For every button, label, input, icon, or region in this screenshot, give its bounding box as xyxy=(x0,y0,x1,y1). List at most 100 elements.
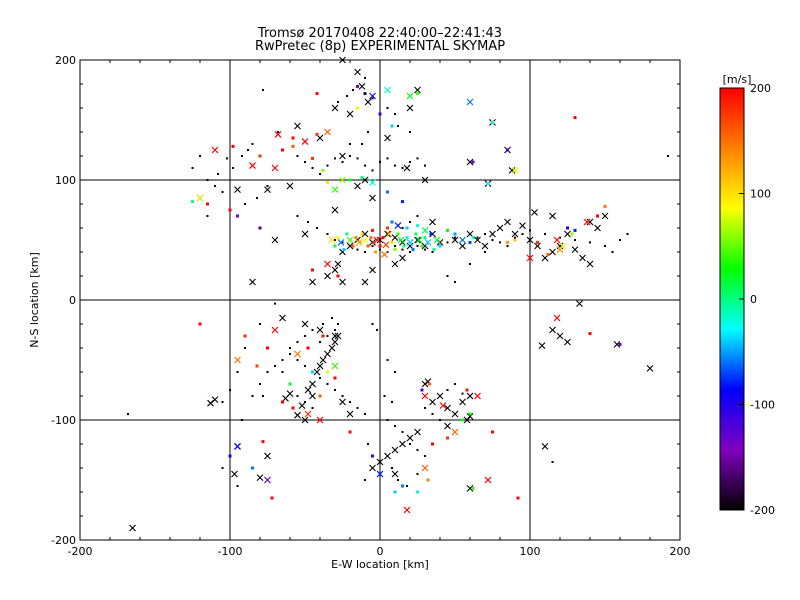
cross-point xyxy=(459,398,466,406)
cross-point xyxy=(207,399,214,407)
dot-point xyxy=(409,251,411,253)
velocity-cross-point xyxy=(316,416,324,424)
dot-point xyxy=(304,401,306,403)
cross-point xyxy=(496,224,504,232)
dot-point xyxy=(326,383,329,385)
cross-point xyxy=(531,209,538,216)
velocity-dot-point xyxy=(321,168,325,172)
velocity-cross-point xyxy=(381,250,388,258)
colorbar-label: [m/s] xyxy=(723,73,752,86)
velocity-cross-point xyxy=(421,464,429,472)
cross-point xyxy=(331,266,339,274)
dot-point xyxy=(316,227,318,229)
velocity-cross-point xyxy=(234,442,241,450)
velocity-dot-point xyxy=(261,440,265,444)
cross-point xyxy=(549,212,556,220)
cross-point xyxy=(271,236,279,244)
x-tick-label: 200 xyxy=(670,545,691,558)
dot-point xyxy=(521,233,524,235)
dot-point xyxy=(296,215,299,217)
velocity-dot-point xyxy=(360,176,364,180)
velocity-dot-point xyxy=(516,496,520,500)
velocity-dot-point xyxy=(360,232,364,236)
velocity-dot-point xyxy=(231,144,235,148)
cross-point xyxy=(414,236,421,244)
dot-point xyxy=(431,413,434,415)
cross-point xyxy=(211,396,219,403)
dot-point xyxy=(461,392,464,395)
velocity-cross-point xyxy=(328,236,336,244)
velocity-cross-point xyxy=(271,164,279,172)
cross-point xyxy=(444,422,451,430)
dot-point xyxy=(394,425,396,427)
dot-point xyxy=(304,161,306,163)
dot-point xyxy=(241,155,243,157)
velocity-dot-point xyxy=(333,244,337,248)
velocity-dot-point xyxy=(371,228,374,232)
velocity-dot-point xyxy=(393,248,397,252)
cross-point xyxy=(313,368,321,376)
dot-point xyxy=(127,413,129,415)
velocity-cross-point xyxy=(583,218,591,226)
cross-point xyxy=(286,182,294,190)
colorbar-tick-label: 200 xyxy=(750,82,771,95)
cross-point xyxy=(264,452,271,460)
cross-point xyxy=(331,104,339,112)
velocity-cross-point xyxy=(459,236,466,244)
dot-point xyxy=(386,419,389,421)
velocity-dot-point xyxy=(356,84,359,88)
cross-point xyxy=(526,236,534,244)
dot-point xyxy=(296,155,299,157)
dot-point xyxy=(337,101,339,103)
dot-point xyxy=(364,479,366,481)
colorbar-tick-label: 100 xyxy=(750,188,771,201)
colorbar-tick-label: -200 xyxy=(750,504,775,517)
dot-point xyxy=(391,467,393,469)
dot-point xyxy=(514,236,516,239)
velocity-cross-point xyxy=(526,254,534,262)
velocity-cross-point xyxy=(451,428,459,436)
dot-point xyxy=(484,233,486,235)
velocity-cross-point xyxy=(346,236,354,244)
dot-point xyxy=(424,164,426,167)
velocity-cross-point xyxy=(376,470,384,478)
velocity-cross-point xyxy=(421,392,429,400)
velocity-dot-point xyxy=(401,200,404,204)
velocity-dot-point xyxy=(461,418,464,422)
cross-point xyxy=(534,242,541,250)
velocity-dot-point xyxy=(378,244,382,248)
cross-point xyxy=(586,218,594,226)
velocity-dot-point xyxy=(336,274,340,278)
dot-point xyxy=(334,389,336,391)
velocity-dot-point xyxy=(348,430,352,434)
y-tick-label: 0 xyxy=(69,294,76,307)
dot-point xyxy=(349,401,351,403)
velocity-dot-point xyxy=(291,406,295,410)
cross-point xyxy=(339,152,346,160)
dot-point xyxy=(319,341,321,343)
velocity-cross-point xyxy=(249,162,256,170)
cross-point xyxy=(406,434,414,442)
velocity-dot-point xyxy=(468,240,472,244)
dot-point xyxy=(221,401,224,403)
dot-point xyxy=(311,329,314,331)
cross-point xyxy=(541,254,549,262)
velocity-cross-point xyxy=(324,128,331,136)
cross-point xyxy=(264,186,271,193)
cross-point xyxy=(316,326,324,334)
dot-point xyxy=(266,371,269,373)
dot-point xyxy=(191,167,194,169)
cross-point xyxy=(481,242,489,250)
cross-point xyxy=(339,56,346,64)
cross-point xyxy=(556,332,564,340)
velocity-cross-point xyxy=(433,236,441,244)
dot-point xyxy=(376,329,378,331)
x-tick-label: 0 xyxy=(377,545,384,558)
velocity-dot-point xyxy=(251,466,254,470)
velocity-dot-point xyxy=(351,244,355,248)
velocity-dot-point xyxy=(486,182,490,186)
cross-point xyxy=(508,167,516,174)
dot-point xyxy=(379,248,381,251)
cross-point xyxy=(282,395,289,402)
dot-point xyxy=(401,248,404,251)
